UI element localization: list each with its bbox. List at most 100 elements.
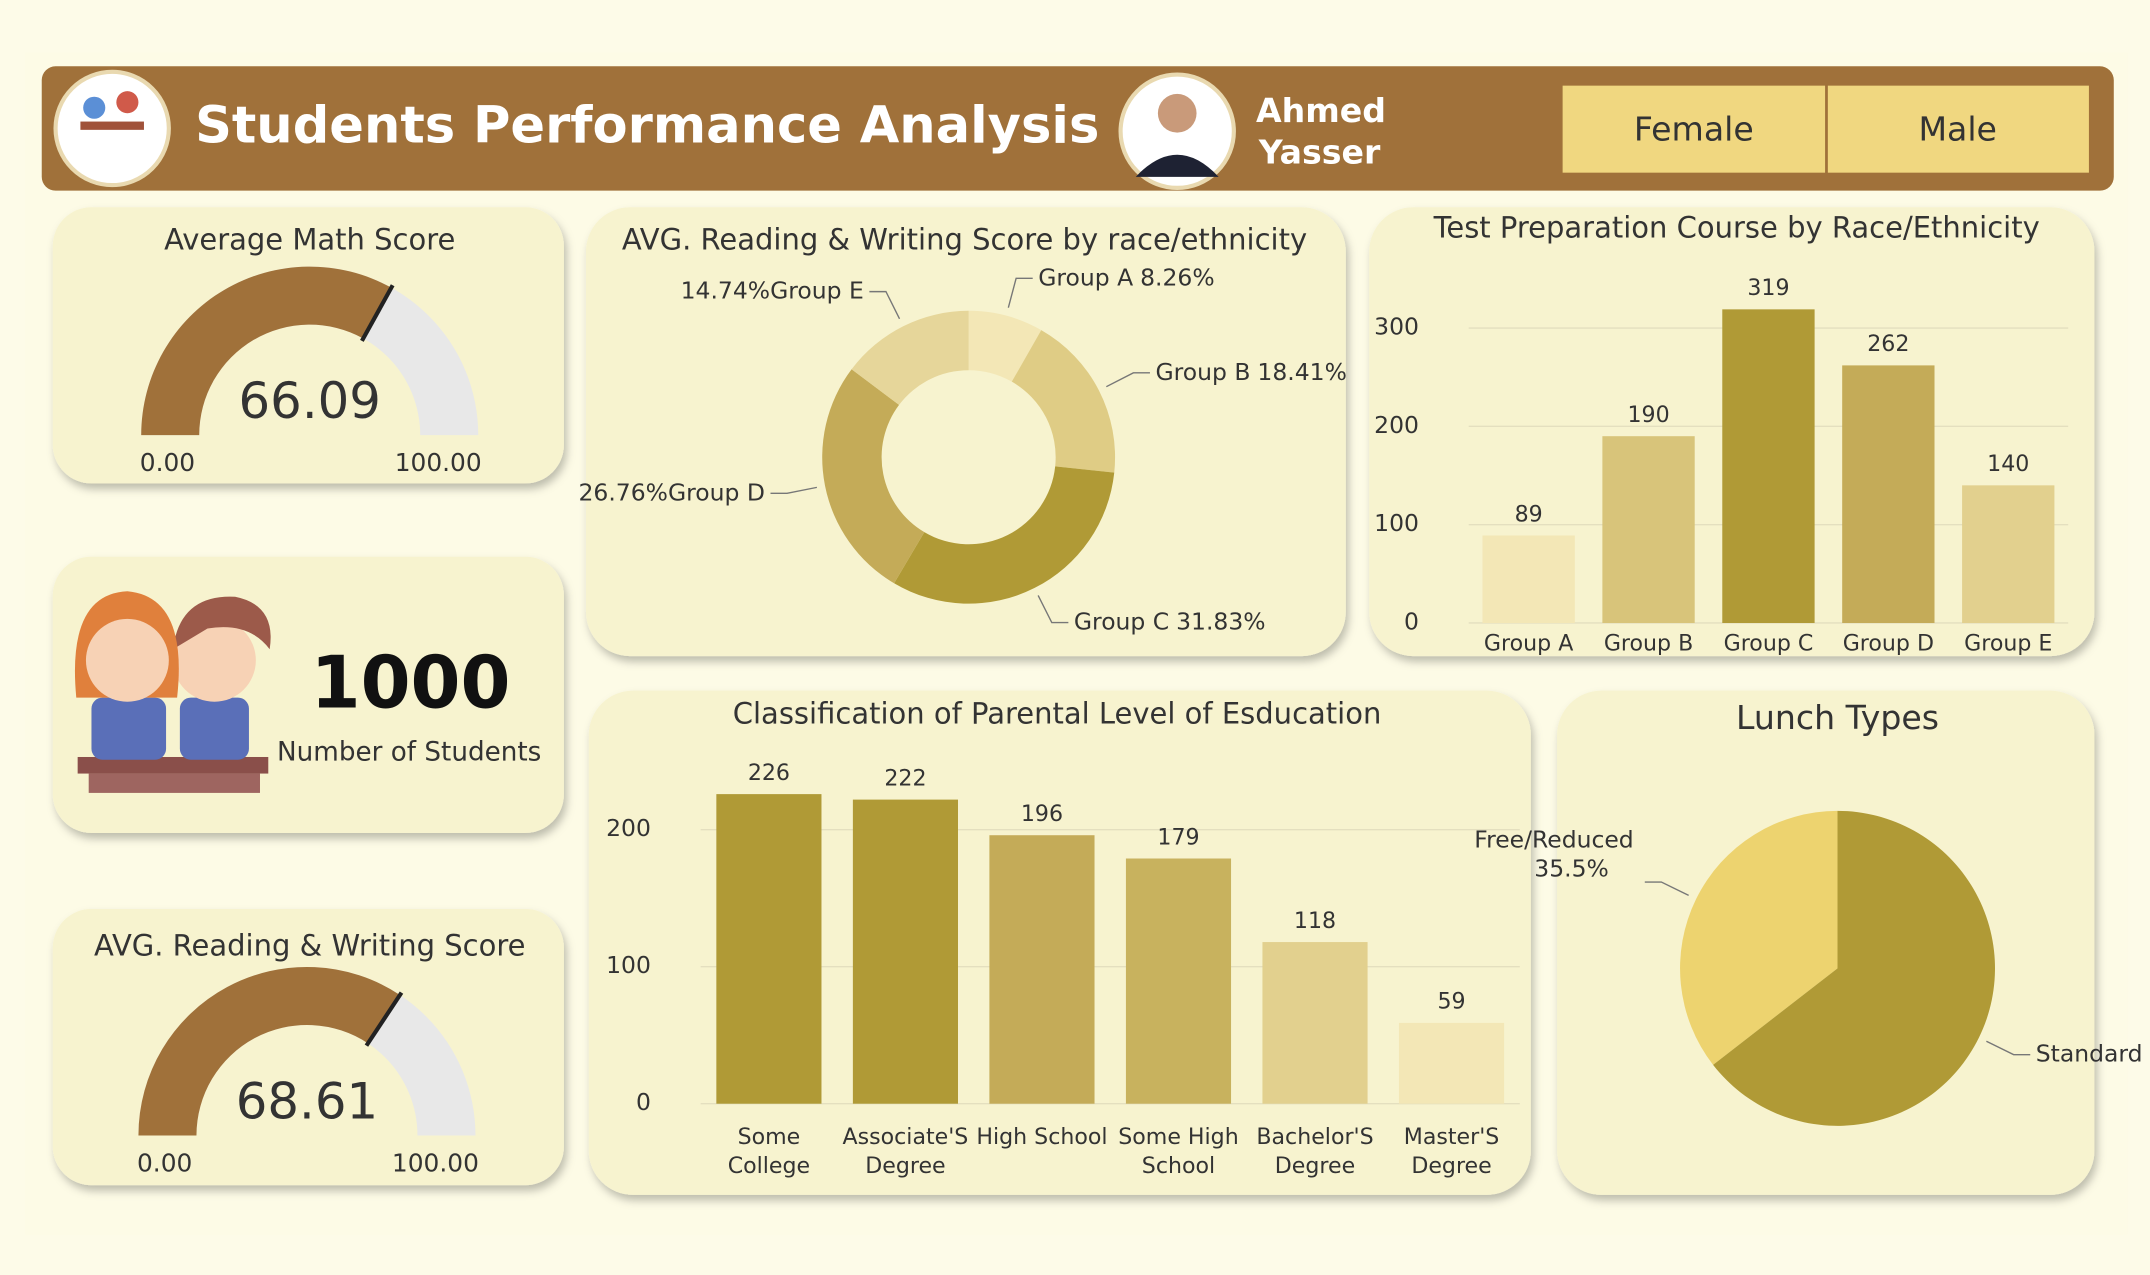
leader-line [770,486,818,494]
x-tick-label: Group B [1604,630,1693,656]
slice-category: Group B [1155,357,1250,385]
slice-value: 35.5% [1534,854,1609,882]
panel-title: Test Preparation Course by Race/Ethnicit… [1433,210,2040,244]
desk [88,773,260,793]
x-tick-line: Group C [1724,630,1814,656]
bar [1482,535,1575,623]
body [179,697,249,760]
button-label[interactable]: Male [1918,110,1997,149]
kpi-label: Number of Students [277,737,541,767]
x-tick-line: Master'S [1404,1123,1500,1149]
x-tick-label: Bachelor'S Degree [1256,1123,1373,1178]
logo-desk [80,121,144,130]
slice-label: Group C 31.83% [1074,607,1266,635]
bar [1842,365,1935,623]
filter-button[interactable] [1562,85,1826,173]
donut-slice [968,310,1042,382]
bar [1398,1022,1505,1104]
desk [77,756,269,774]
slice-value: 18.41% [1257,357,1347,385]
kpi-value: 1000 [311,640,511,724]
bar [852,799,958,1104]
gauge-value-label: 68.61 [236,1073,378,1131]
slice-label: Group B 18.41% [1155,357,1346,385]
x-tick-line: Degree [1275,1152,1355,1178]
slice-category: Group E [770,276,864,304]
slice-value: 26.76% [578,478,668,506]
bar-value-label: 222 [884,765,926,791]
gauge-max-label: 100.00 [395,448,482,477]
x-tick-label: High School [976,1123,1107,1149]
y-tick-label: 100 [1374,509,1419,537]
avatar-body [1135,154,1219,177]
students-illustration [74,591,271,793]
gauge-min-label: 0.00 [140,448,195,477]
y-tick-label: 200 [1374,411,1419,439]
leader-line [1986,1040,2031,1056]
x-tick-label: Group D [1843,630,1934,656]
bar [989,835,1095,1104]
y-tick-label: 0 [636,1088,651,1116]
body [91,697,167,760]
logo-student [83,96,106,119]
gauge-value [138,966,400,1136]
y-tick-label: 200 [606,814,651,842]
x-tick-line: Degree [865,1152,945,1178]
button-label[interactable]: Female [1634,110,1754,149]
slice-category: Standard [2036,1039,2143,1067]
face [172,618,256,702]
leader-line [1106,372,1150,388]
bar [716,794,822,1104]
pie-slice [1680,810,1838,1065]
filter-button[interactable] [1827,85,2089,173]
slice-label: Standard64.5% [2036,1039,2150,1067]
hair [172,596,271,650]
bar-value-label: 262 [1867,331,1909,357]
bar [1722,309,1815,623]
slice-value: 14.74% [681,276,771,304]
bar [1262,942,1368,1104]
bar-value-label: 190 [1627,402,1669,428]
panel [585,207,1346,657]
bar [1962,485,2055,623]
bar-value-label: 179 [1157,824,1199,850]
slice-category: Group C [1074,607,1169,635]
gauge-value-label: 66.09 [239,372,381,430]
donut-slice [851,310,969,405]
avatar-face [1157,93,1197,133]
author-line: Yasser [1258,132,1381,171]
header-title: Students Performance Analysis [195,96,1099,155]
slice-label: Free/Reduced 35.5% [1474,825,1633,882]
bar-value-label: 226 [748,760,790,786]
bar-value-label: 89 [1515,501,1543,527]
gauge-value [141,266,392,436]
x-tick-line: Bachelor'S [1256,1123,1373,1149]
y-tick-label: 0 [1404,607,1419,635]
panel-title: Classification of Parental Level of Esdu… [733,697,1382,731]
gauge-max-label: 100.00 [392,1148,479,1177]
slice-label: Group A 8.26% [1038,263,1214,291]
x-tick-line: Degree [1411,1152,1491,1178]
author-name: Ahmed Yasser [1256,90,1386,170]
x-tick-line: School [1142,1152,1215,1178]
bar [1602,436,1695,623]
slice-value: 31.83% [1176,607,1266,635]
y-tick-label: 300 [1374,313,1419,341]
logo-student [116,91,139,114]
face [85,618,169,702]
x-tick-label: Some High School [1118,1123,1238,1178]
x-tick-line: Group A [1484,630,1573,656]
donut-slice [822,369,925,584]
donut-slice [1011,330,1116,473]
leader-line [1037,595,1069,624]
leader-line [1007,277,1033,308]
x-tick-label: Master'S Degree [1404,1123,1500,1178]
x-tick-line: Group E [1964,630,2052,656]
slice-category: Group A [1038,263,1133,291]
y-tick-label: 100 [606,951,651,979]
x-tick-label: Group E [1964,630,2052,656]
x-tick-line: Some High [1118,1123,1238,1149]
bar-value-label: 140 [1987,451,2029,477]
